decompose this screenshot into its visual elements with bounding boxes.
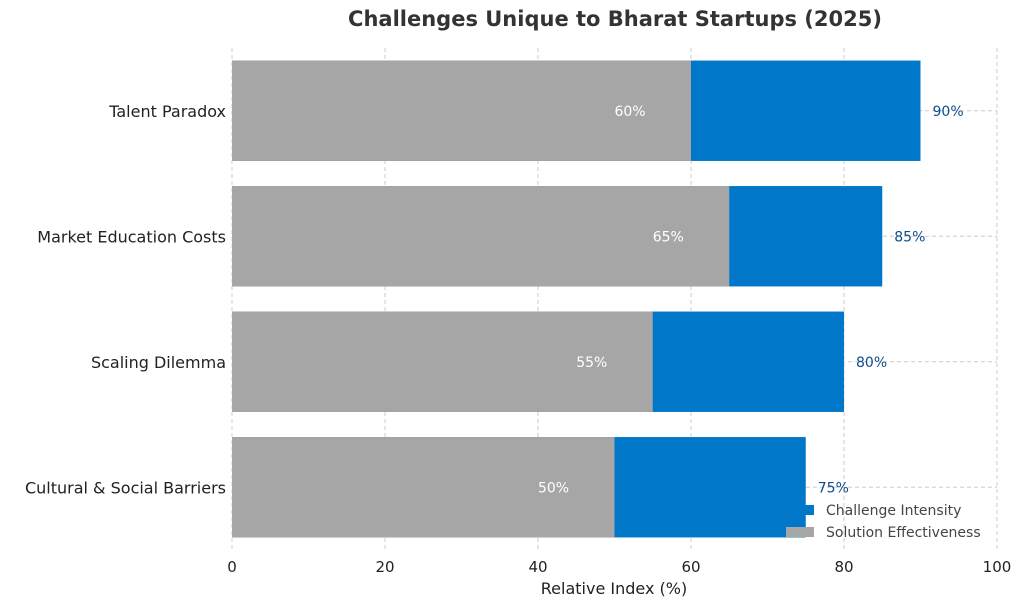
x-axis-ticks: 0 20 40 60 80 100	[227, 558, 1011, 576]
data-label-solution: 60%	[614, 104, 645, 120]
bar-solution-effectiveness	[232, 186, 730, 287]
bar-solution-effectiveness	[232, 60, 691, 161]
bars	[232, 60, 921, 538]
data-label-challenge: 85%	[894, 229, 925, 245]
legend: Challenge Intensity Solution Effectivenes…	[786, 503, 981, 541]
x-tick-label: 80	[834, 558, 853, 576]
data-label-solution: 50%	[538, 480, 569, 496]
data-label-challenge: 75%	[818, 480, 849, 496]
bar-solution-effectiveness	[232, 437, 615, 538]
category-label: Scaling Dilemma	[91, 353, 226, 372]
x-tick-label: 40	[528, 558, 547, 576]
data-label-challenge: 80%	[856, 355, 887, 371]
category-label: Market Education Costs	[37, 227, 226, 246]
data-label-solution: 55%	[576, 355, 607, 371]
legend-swatch	[786, 527, 814, 537]
category-label: Cultural & Social Barriers	[25, 478, 226, 497]
x-axis-title: Relative Index (%)	[541, 579, 687, 598]
data-labels: 90% 60% 85% 65% 80% 55% 75% 50%	[538, 104, 964, 497]
legend-label: Solution Effectiveness	[826, 525, 981, 541]
bar-solution-effectiveness	[232, 311, 653, 412]
x-tick-label: 60	[681, 558, 700, 576]
data-label-challenge: 90%	[933, 104, 964, 120]
legend-label: Challenge Intensity	[826, 503, 961, 519]
data-label-solution: 65%	[653, 229, 684, 245]
x-tick-label: 0	[227, 558, 237, 576]
x-tick-label: 20	[375, 558, 394, 576]
category-label: Talent Paradox	[108, 102, 226, 121]
category-labels: Talent Paradox Market Education Costs Scal…	[25, 102, 226, 498]
chart-title: Challenges Unique to Bharat Startups (20…	[348, 7, 882, 31]
legend-swatch	[786, 505, 814, 515]
x-tick-label: 100	[983, 558, 1012, 576]
